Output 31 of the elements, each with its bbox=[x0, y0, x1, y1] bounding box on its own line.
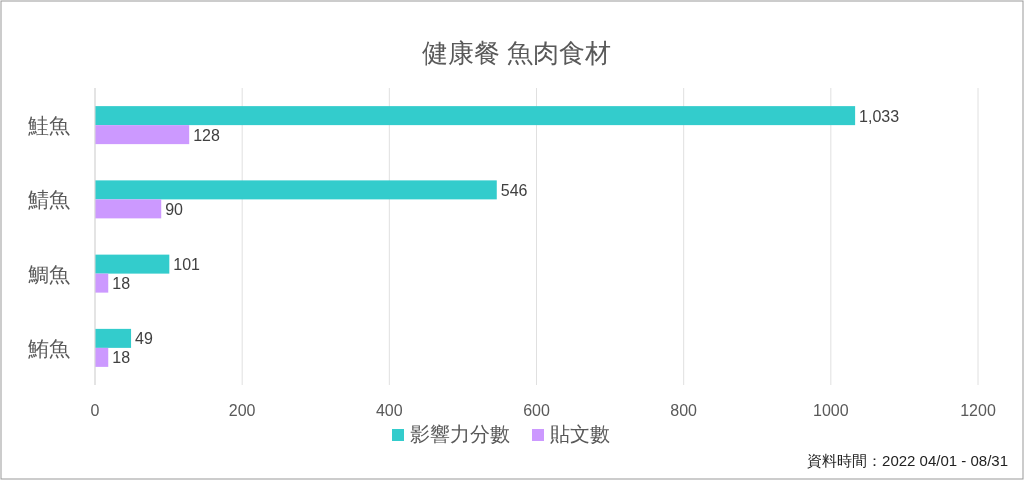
y-tick-label: 鮪魚 bbox=[28, 336, 70, 360]
x-tick-label: 600 bbox=[523, 402, 550, 419]
data-label: 546 bbox=[500, 181, 528, 199]
bar bbox=[95, 254, 170, 274]
data-label: 128 bbox=[193, 126, 220, 144]
bar bbox=[95, 125, 190, 145]
x-tick-label: 200 bbox=[228, 402, 256, 419]
bar bbox=[95, 199, 162, 219]
text: 資料時間：2022 04/01 - 08/31 bbox=[807, 452, 1008, 469]
x-tick-label: 1200 bbox=[960, 402, 996, 419]
legend-label: 貼文數 bbox=[550, 423, 610, 445]
data-label: 101 bbox=[173, 256, 201, 274]
x-tick-label: 0 bbox=[90, 402, 100, 419]
bar bbox=[95, 273, 109, 293]
y-tick-label: 鯛魚 bbox=[28, 262, 70, 286]
y-tick-label: 鯖魚 bbox=[28, 188, 70, 212]
x-tick-label: 1000 bbox=[813, 402, 849, 419]
y-tick-label: 鮭魚 bbox=[28, 114, 70, 138]
legend-label: 影響力分數 bbox=[410, 423, 510, 445]
chart-title: 健康餐 魚肉食材 bbox=[421, 38, 612, 68]
bar bbox=[95, 180, 497, 200]
data-label: 49 bbox=[135, 330, 153, 348]
bar bbox=[95, 328, 132, 348]
data-label: 1,033 bbox=[859, 107, 900, 125]
x-tick-label: 400 bbox=[375, 402, 403, 419]
data-label: 90 bbox=[165, 200, 184, 218]
bar bbox=[95, 106, 856, 126]
data-label: 18 bbox=[112, 275, 131, 293]
bar bbox=[95, 347, 109, 367]
x-tick-label: 800 bbox=[670, 402, 698, 419]
data-label: 18 bbox=[112, 349, 131, 367]
